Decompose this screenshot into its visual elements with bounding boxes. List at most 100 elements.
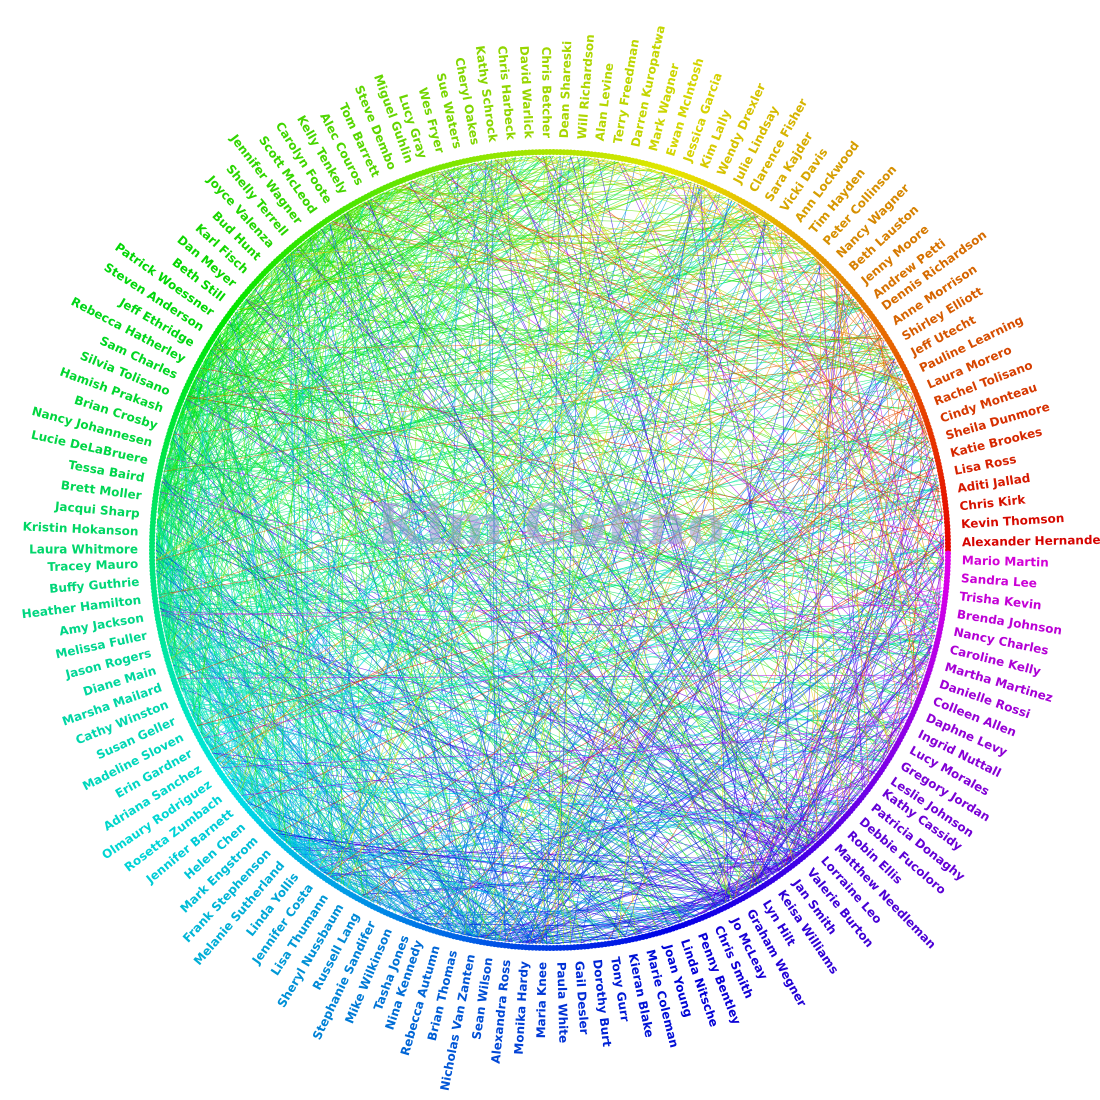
connection-line: [304, 163, 476, 859]
connection-line: [202, 734, 817, 841]
connection-line: [402, 184, 940, 489]
connection-line: [764, 219, 930, 656]
connection-line: [185, 700, 188, 705]
connection-line: [484, 161, 760, 885]
connection-line: [678, 560, 945, 923]
connection-line: [217, 156, 523, 762]
connection-line: [374, 192, 384, 198]
connection-line: [247, 201, 736, 804]
connection-line: [156, 457, 934, 565]
connection-line: [805, 681, 922, 850]
connection-line: [392, 188, 895, 360]
connection-line: [343, 213, 812, 846]
connection-line: [352, 208, 626, 937]
connection-line: [182, 243, 799, 410]
connection-line: [163, 332, 879, 472]
connection-line: [229, 161, 619, 322]
connection-line: [570, 156, 853, 804]
connection-line: [171, 321, 230, 659]
connection-line: [706, 188, 925, 672]
connection-line: [177, 405, 917, 679]
connection-line: [361, 542, 945, 897]
connection-line: [210, 421, 923, 751]
connection-line: [160, 611, 689, 920]
connection-line: [700, 185, 915, 400]
node-name-label: Sandra Lee: [961, 571, 1038, 590]
connection-line: [471, 156, 571, 937]
connection-line: [722, 358, 895, 905]
connection-line: [190, 604, 941, 711]
connection-line: [261, 159, 499, 282]
connection-line: [227, 323, 913, 705]
connection-line: [259, 740, 895, 817]
connection-line: [227, 323, 827, 832]
connection-line: [271, 828, 656, 930]
connection-line: [556, 157, 585, 944]
connection-line: [276, 833, 482, 939]
connection-line: [219, 335, 623, 938]
connection-line: [352, 208, 733, 900]
node-name-label: Jacqui Sharp: [53, 499, 140, 520]
connection-line: [414, 441, 929, 921]
connection-line: [355, 206, 748, 892]
connection-line: [536, 155, 935, 462]
connection-line: [254, 273, 270, 290]
connection-line: [252, 467, 936, 809]
node-name-label: Gail Desler: [572, 960, 591, 1035]
connection-line: [239, 227, 777, 793]
connection-line: [203, 737, 208, 745]
connection-line: [157, 201, 366, 585]
connection-line: [312, 235, 416, 921]
connection-line: [228, 321, 530, 944]
connection-line: [271, 828, 339, 883]
connection-line: [461, 200, 733, 935]
connection-line: [245, 299, 921, 686]
connection-line: [162, 477, 626, 938]
connection-line: [160, 307, 861, 489]
connection-line: [161, 481, 875, 774]
connection-line: [291, 252, 906, 381]
connection-line: [461, 933, 469, 936]
connection-line: [346, 212, 537, 944]
connection-line: [169, 651, 270, 827]
connection-line: [203, 706, 912, 739]
connection-line: [276, 266, 903, 727]
connection-line: [197, 304, 242, 726]
connection-line: [344, 213, 774, 226]
connection-line: [304, 173, 666, 859]
connection-line: [542, 155, 832, 827]
connection-line: [278, 835, 676, 924]
connection-line: [163, 399, 187, 629]
connection-line: [631, 767, 879, 936]
connection-line: [383, 161, 619, 194]
connection-line: [304, 437, 928, 859]
connection-line: [535, 156, 935, 636]
connection-line: [431, 174, 796, 859]
connection-line: [162, 474, 381, 906]
connection-line: [431, 158, 506, 175]
connection-line: [237, 159, 499, 791]
connection-line: [332, 221, 941, 606]
connection-line: [161, 257, 287, 486]
connection-line: [276, 266, 390, 910]
connection-line: [203, 361, 942, 595]
connection-line: [874, 326, 930, 445]
connection-line: [163, 474, 708, 912]
connection-line: [833, 276, 902, 729]
connection-line: [183, 477, 938, 695]
connection-line: [184, 402, 757, 887]
connection-line: [370, 309, 863, 902]
connection-line: [529, 868, 782, 944]
connection-line: [441, 171, 804, 852]
connection-line: [205, 163, 629, 742]
connection-line: [355, 207, 571, 944]
connection-line: [210, 338, 883, 351]
connection-line: [161, 484, 751, 890]
connection-line: [454, 167, 943, 582]
connection-line: [444, 170, 582, 943]
connection-line: [329, 223, 885, 342]
connection-line: [180, 411, 807, 850]
connection-line: [171, 266, 824, 659]
connection-line: [160, 566, 944, 612]
connection-line: [248, 431, 926, 804]
